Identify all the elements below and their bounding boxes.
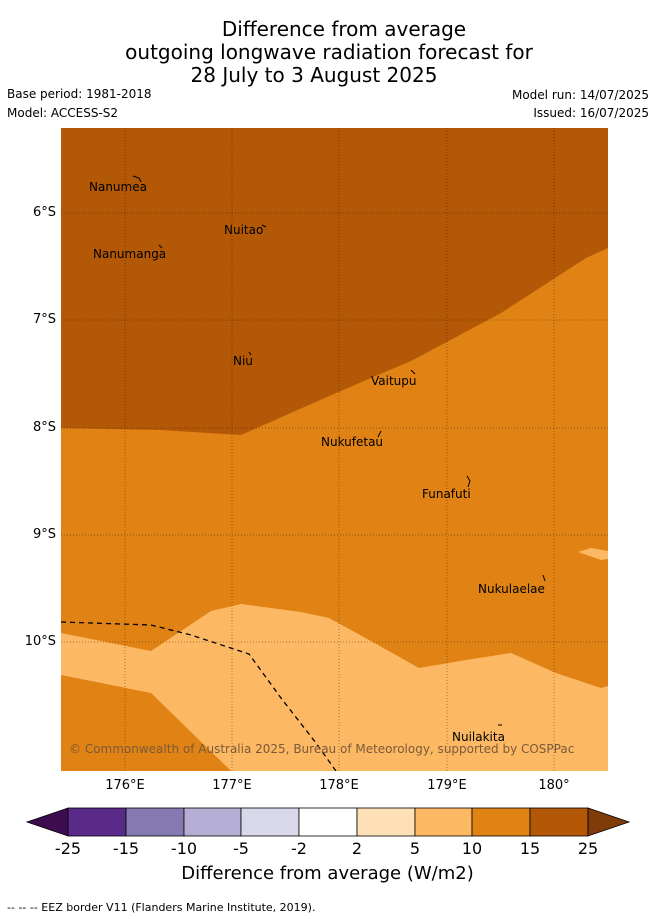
lat-label-6s: 6°S [32,205,56,220]
island-marks [132,175,546,726]
model-name: Model: ACCESS-S2 [7,106,119,120]
place-niu: Niu [233,354,253,368]
base-period: Base period: 1981-2018 [7,87,152,101]
lon-label-179e: 179°E [427,778,467,793]
place-funafuti: Funafuti [422,487,471,501]
place-nukulaelae: Nukulaelae [478,582,545,596]
place-nuilakita: Nuilakita [452,730,505,744]
colorbar-tick: 10 [461,839,483,858]
region-15-25 [61,128,608,435]
colorbar-tick: 15 [519,839,541,858]
issued-date: Issued: 16/07/2025 [533,106,649,120]
place-vaitupu: Vaitupu [371,374,417,388]
colorbar-seg-3 [183,807,242,837]
colorbar-seg-1 [67,807,127,837]
lat-label-8s: 8°S [32,420,56,435]
colorbar-tick: 2 [351,839,363,858]
title-line-2: outgoing longwave radiation forecast for [125,40,533,64]
colorbar [25,807,631,837]
region-5-10-patch [578,548,608,560]
colorbar-tick: -25 [54,839,82,858]
map-panel[interactable]: Nanumea Nuitao Nanumanga Niu Vaitupu Nuk… [61,128,608,771]
copyright-notice: © Commonwealth of Australia 2025, Bureau… [69,742,575,756]
lon-label-176e: 176°E [105,778,145,793]
lat-label-9s: 9°S [32,527,56,542]
colorbar-title: Difference from average (W/m2) [181,863,474,884]
colorbar-tick: 5 [409,839,421,858]
colorbar-tick: -15 [112,839,140,858]
lon-label-178e: 178°E [319,778,359,793]
place-nukufetau: Nukufetau [321,435,384,449]
lat-label-10s: 10°S [24,634,56,649]
place-nanumanga: Nanumanga [93,247,167,261]
title-line-1: Difference from average [221,17,467,41]
colorbar-extend-high [587,807,631,837]
colorbar-tick: -2 [291,839,307,858]
colorbar-seg-8 [471,807,531,837]
colorbar-seg-4 [240,807,300,837]
colorbar-seg-2 [125,807,185,837]
colorbar-seg-7 [414,807,473,837]
colorbar-seg-5 [298,807,358,837]
colorbar-seg-6 [356,807,416,837]
map-svg [61,128,608,771]
model-run: Model run: 14/07/2025 [511,88,649,102]
place-nanumea: Nanumea [89,180,147,194]
place-nuitao: Nuitao [224,223,264,237]
lon-label-177e: 177°E [212,778,252,793]
lon-label-180: 180° [538,778,570,793]
colorbar-tick: -10 [170,839,198,858]
region-5-10 [61,604,608,771]
eez-border [61,621,337,771]
title-line-3: 28 July to 3 August 2025 [190,63,438,87]
colorbar-seg-9 [529,807,589,837]
colorbar-tick: 25 [577,839,599,858]
colorbar-extend-low [25,807,69,837]
lat-label-7s: 7°S [32,312,56,327]
footer-note: -- -- -- EEZ border V11 (Flanders Marine… [7,901,316,914]
colorbar-tick: -5 [233,839,249,858]
graticule [61,128,608,771]
